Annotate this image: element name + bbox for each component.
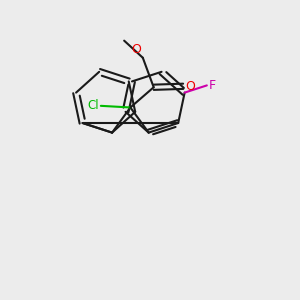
Text: F: F — [209, 79, 216, 92]
Text: O: O — [131, 43, 141, 56]
Text: Cl: Cl — [88, 99, 99, 112]
Text: O: O — [185, 80, 195, 93]
